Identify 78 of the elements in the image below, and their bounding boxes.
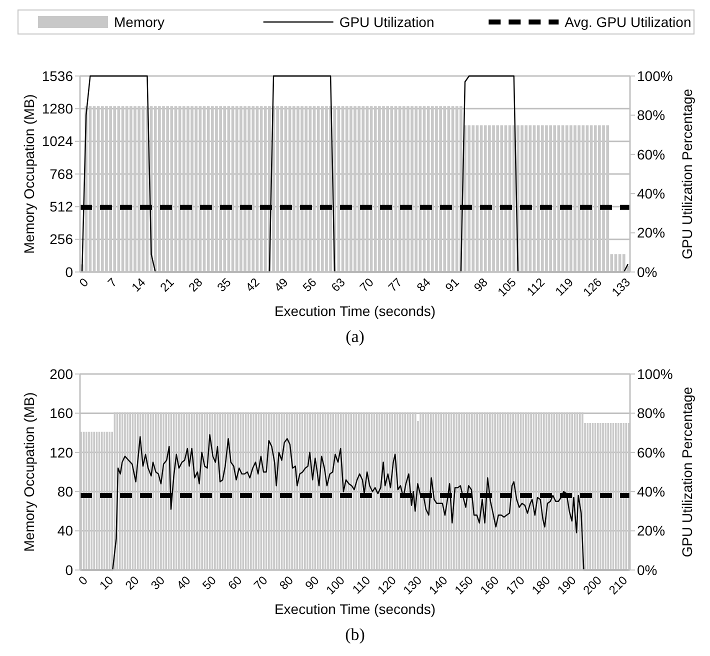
x-tick-label: 110	[350, 572, 374, 597]
y2-axis-title: GPU Utilization Percentage	[679, 88, 695, 260]
y-tick-label: 0	[65, 562, 74, 578]
y-tick-label: 200	[50, 366, 74, 382]
y-tick-label: 512	[50, 198, 74, 215]
y-tick-label: 1024	[42, 133, 74, 150]
x-tick-label: 119	[552, 274, 576, 299]
x-tick-label: 98	[471, 274, 491, 295]
x-tick-label: 60	[225, 572, 245, 593]
x-tick-label: 30	[148, 572, 168, 593]
x-tick-label: 100	[323, 572, 348, 598]
x-tick-label: 170	[503, 572, 528, 598]
x-tick-label: 210	[606, 572, 630, 598]
x-tick-label: 140	[426, 572, 450, 598]
x-tick-label: 42	[242, 274, 262, 295]
y2-tick-label: 60%	[637, 146, 666, 162]
y-tick-label: 0	[65, 264, 74, 280]
y2-tick-label: 0%	[637, 264, 658, 280]
y-axis-title: Memory Occupation (MB)	[21, 392, 37, 552]
x-tick-label: 14	[128, 274, 148, 295]
x-tick-label: 112	[524, 274, 548, 299]
y2-tick-label: 80%	[637, 405, 666, 422]
x-tick-label: 91	[442, 274, 462, 295]
y-tick-label: 256	[50, 231, 74, 248]
x-tick-label: 40	[174, 572, 194, 593]
x-tick-label: 200	[580, 572, 605, 598]
legend-label: Memory	[114, 14, 165, 30]
x-tick-label: 63	[328, 274, 348, 295]
x-tick-label: 70	[250, 572, 271, 593]
x-tick-label: 84	[414, 274, 434, 295]
x-tick-label: 0	[76, 572, 91, 588]
y2-tick-label: 40%	[637, 484, 666, 500]
x-tick-label: 7	[105, 274, 120, 290]
x-tick-label: 180	[528, 572, 554, 598]
y-tick-label: 1280	[42, 100, 74, 117]
y2-tick-label: 60%	[637, 444, 666, 460]
x-tick-label: 10	[96, 572, 116, 593]
x-tick-label: 190	[554, 572, 579, 598]
y2-tick-label: 0%	[637, 562, 658, 578]
y2-tick-label: 20%	[637, 522, 666, 539]
y-tick-label: 120	[50, 444, 74, 460]
y2-tick-label: 100%	[637, 68, 673, 84]
y2-axis-title: GPU Utilization Percentage	[679, 386, 695, 558]
y2-tick-label: 40%	[637, 186, 666, 202]
y2-tick-label: 20%	[637, 224, 666, 241]
x-tick-label: 28	[186, 274, 206, 295]
x-tick-label: 105	[494, 274, 520, 300]
x-tick-label: 90	[302, 572, 322, 593]
y-tick-label: 40	[57, 522, 74, 539]
text: (a)	[346, 327, 364, 346]
x-tick-label: 77	[385, 274, 406, 295]
x-tick-label: 21	[157, 274, 177, 295]
y-tick-label: 80	[57, 484, 74, 500]
x-tick-label: 150	[452, 572, 476, 598]
legend-label: Avg. GPU Utilization	[564, 14, 692, 30]
x-axis-title: Execution Time (seconds)	[274, 303, 436, 319]
x-axis-title: Execution Time (seconds)	[274, 601, 436, 617]
legend-label: GPU Utilization	[339, 14, 434, 30]
y2-tick-label: 100%	[637, 366, 673, 382]
x-tick-label: 133	[608, 274, 634, 300]
y-axis-title: Memory Occupation (MB)	[21, 94, 37, 254]
x-tick-label: 35	[214, 274, 234, 295]
x-tick-label: 80	[276, 572, 296, 593]
x-tick-label: 130	[400, 572, 425, 598]
x-tick-label: 49	[271, 274, 291, 295]
x-tick-label: 126	[580, 274, 605, 300]
x-tick-label: 70	[356, 274, 377, 295]
x-tick-label: 160	[478, 572, 502, 598]
y-tick-label: 1536	[42, 68, 74, 84]
text: (b)	[345, 625, 365, 644]
x-tick-label: 120	[374, 572, 400, 598]
y-tick-label: 768	[50, 166, 74, 182]
x-tick-label: 50	[200, 572, 220, 593]
x-tick-label: 56	[300, 274, 320, 295]
y-tick-label: 160	[50, 405, 74, 422]
x-tick-label: 20	[122, 572, 142, 593]
y2-tick-label: 80%	[637, 107, 666, 124]
x-tick-label: 0	[76, 274, 92, 290]
